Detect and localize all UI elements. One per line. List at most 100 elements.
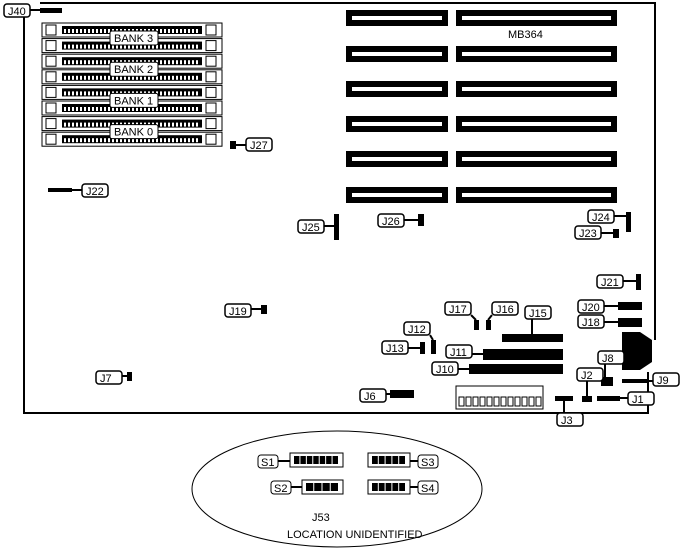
- simm-pin: [92, 91, 94, 96]
- simm-pin: [120, 44, 122, 49]
- simm-pin: [192, 44, 194, 49]
- simm-pin: [100, 91, 102, 96]
- bank-label-box: [109, 61, 159, 77]
- inset-note: LOCATION UNIDENTIFIED: [287, 529, 423, 541]
- simm-pin: [144, 44, 146, 49]
- simm-pin: [64, 122, 66, 127]
- power-pin: [486, 396, 493, 407]
- simm-pin: [68, 75, 70, 80]
- simm-pin: [140, 44, 142, 49]
- simm-pin: [80, 29, 82, 33]
- callout-j16: [491, 301, 519, 316]
- simm-pin: [172, 122, 174, 127]
- slot-opening: [462, 16, 611, 20]
- connector-j26: [418, 214, 424, 226]
- jumper-label: J20: [582, 302, 600, 314]
- simm-pin: [164, 29, 166, 33]
- simm-pin: [80, 138, 82, 143]
- switch-position: [326, 456, 332, 464]
- slot-opening: [352, 52, 442, 56]
- slot-opening: [352, 87, 442, 91]
- simm-pin: [160, 91, 162, 96]
- simm-pin: [192, 29, 194, 33]
- simm-pin: [168, 91, 170, 96]
- simm-pin: [80, 107, 82, 111]
- simm-pin: [192, 75, 194, 80]
- simm-pin: [84, 107, 86, 111]
- switch-label: S4: [421, 483, 434, 495]
- simm-pin: [80, 44, 82, 49]
- callouts: J40 J27 J22 J25 J26 J24 J23 J21 J20 J18 J19 J17 J16 J…: [3, 3, 680, 427]
- callout-j40: [3, 3, 31, 18]
- simm-pin: [176, 60, 178, 65]
- simm-pin: [76, 107, 78, 111]
- simm-pin: [192, 122, 194, 127]
- simm-pin: [68, 29, 70, 33]
- jumper-label: J18: [582, 317, 600, 329]
- switch-label: S1: [261, 457, 274, 469]
- simm-pin: [100, 138, 102, 143]
- simm-pin: [160, 75, 162, 80]
- switch-position: [294, 456, 300, 464]
- power-pin: [514, 396, 521, 407]
- simm-pin: [76, 60, 78, 65]
- switch-position: [322, 483, 330, 491]
- callout-j18: [577, 314, 605, 329]
- switch-position: [300, 456, 306, 464]
- simm-pin: [148, 138, 150, 143]
- simm-pin: [84, 91, 86, 96]
- callout-j11: [445, 344, 473, 359]
- jumper-label: J12: [408, 324, 426, 336]
- callout-leader: [487, 314, 493, 321]
- simm-pin: [116, 75, 118, 80]
- simm-pin: [96, 138, 98, 143]
- simm-pin: [104, 91, 106, 96]
- simm-pin: [180, 138, 182, 143]
- simm-pin: [180, 91, 182, 96]
- simm-latch: [45, 133, 57, 145]
- bank-label-box: [109, 30, 159, 46]
- simm-pin: [188, 60, 190, 65]
- simm-pin: [100, 107, 102, 111]
- bank-label-box: [109, 124, 159, 140]
- simm-pin: [128, 75, 130, 80]
- jumper-label: J11: [450, 347, 467, 359]
- power-pin: [472, 396, 479, 407]
- callout-j24: [587, 209, 615, 224]
- connector-j16: [486, 320, 491, 330]
- simm-pin: [132, 138, 134, 143]
- simm-pin: [164, 107, 166, 111]
- connector-j13: [420, 342, 425, 354]
- simm-pin: [128, 44, 130, 49]
- simm-pin: [112, 138, 114, 143]
- simm-pin: [184, 60, 186, 65]
- simm-pin: [116, 138, 118, 143]
- simm-pin: [64, 29, 66, 33]
- simm-pin: [168, 75, 170, 80]
- simm-pin: [196, 60, 198, 65]
- connector-j10: [469, 364, 563, 374]
- connector-j20: [618, 302, 642, 310]
- jumper-label: J40: [8, 6, 26, 18]
- callout-leader: [470, 314, 477, 321]
- keyboard-connector: [622, 332, 652, 370]
- simm-latch: [205, 133, 217, 145]
- simm-pin: [196, 44, 198, 49]
- connector-j15: [502, 334, 563, 342]
- simm-pin: [96, 91, 98, 96]
- simm-pin: [196, 75, 198, 80]
- simm-pin: [184, 107, 186, 111]
- simm-pin: [68, 91, 70, 96]
- callout-j10: [431, 361, 459, 376]
- simm-pin: [88, 91, 90, 96]
- simm-pin: [108, 91, 110, 96]
- simm-pin: [160, 138, 162, 143]
- simm-pin: [168, 122, 170, 127]
- simm-latch: [45, 24, 57, 36]
- power-pin: [500, 396, 507, 407]
- simm-latch: [205, 118, 217, 130]
- switch-position: [399, 456, 405, 464]
- connector-j40: [40, 8, 62, 13]
- power-pin: [507, 396, 514, 407]
- power-pin: [458, 396, 465, 407]
